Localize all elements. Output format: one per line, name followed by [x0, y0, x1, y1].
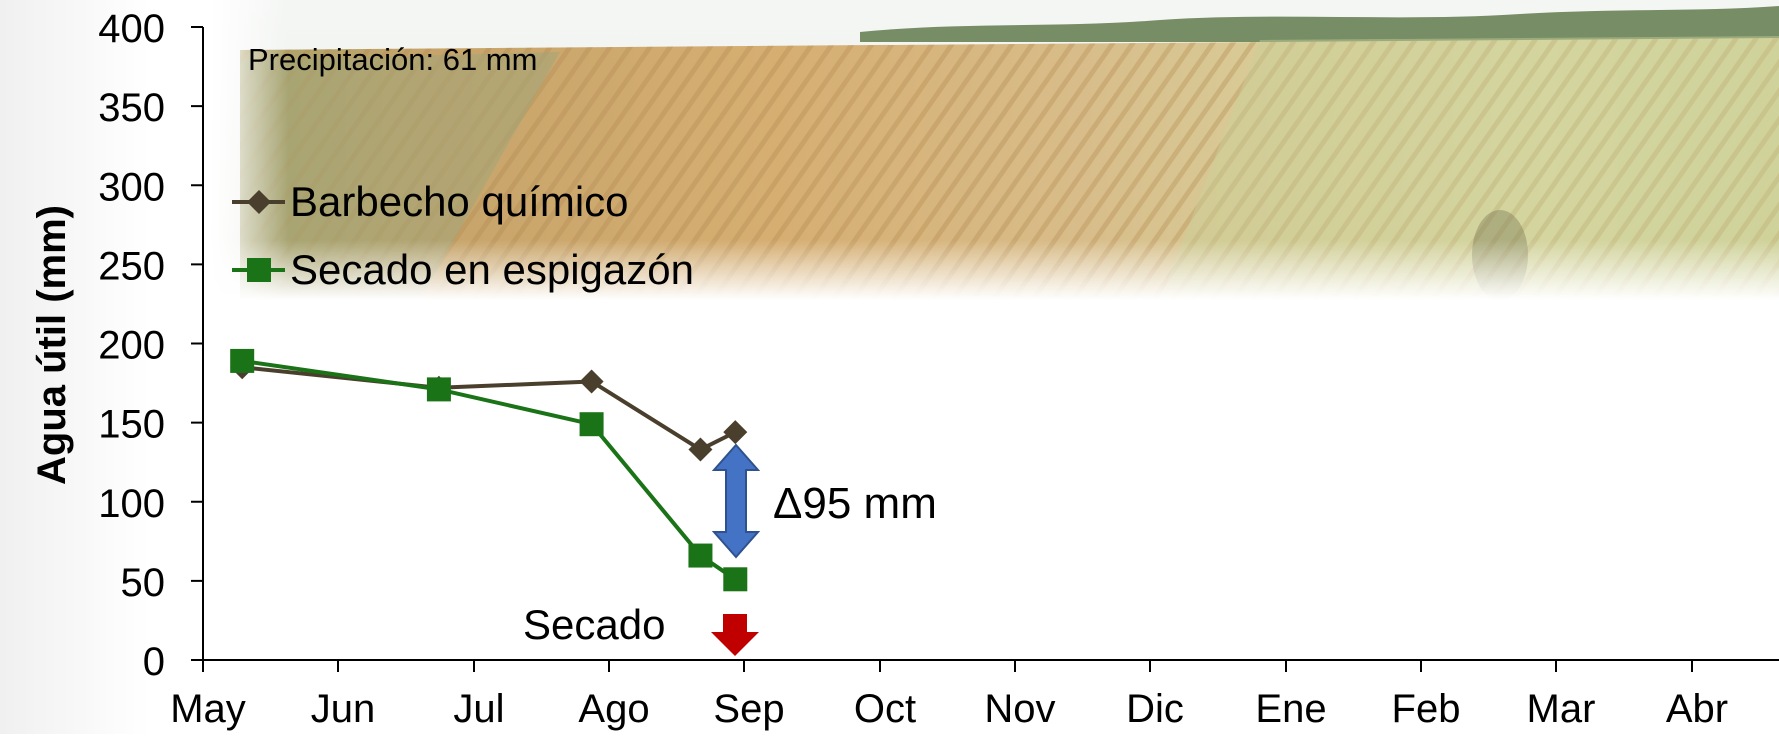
y-tick-label: 50	[121, 561, 166, 605]
y-axis-label: Agua útil (mm)	[30, 205, 74, 485]
left-panel	[0, 0, 150, 734]
precipitation-annotation: Precipitación: 61 mm	[248, 42, 537, 77]
series-line-barbecho	[241, 365, 737, 452]
x-tick-label: Jul	[453, 687, 504, 731]
delta-double-arrow	[711, 443, 761, 559]
x-tick-label: Nov	[984, 687, 1055, 731]
x-tick-label: Ago	[578, 687, 649, 731]
x-tick-label: Oct	[854, 687, 916, 731]
field-photo	[210, 0, 1779, 300]
y-tick-label: 300	[98, 165, 165, 209]
x-tick-label: Feb	[1392, 687, 1461, 731]
legend-diamond-marker	[247, 190, 271, 214]
x-tick-label: Dic	[1126, 687, 1184, 731]
legend: Barbecho químico Secado en espigazón	[232, 178, 694, 293]
series-line-secado	[241, 358, 737, 581]
data-point-square	[723, 567, 748, 592]
data-point-square	[579, 412, 604, 437]
delta-annotation: Δ95 mm	[773, 479, 937, 528]
series-layer	[230, 348, 748, 592]
data-point-diamond	[723, 420, 748, 445]
legend-item-barbecho: Barbecho químico	[232, 178, 629, 225]
x-tick-group: May Jun Jul Ago Sep Oct Nov Dic Ene Feb Mar Abr	[170, 660, 1728, 731]
x-tick-label: Sep	[713, 687, 784, 731]
data-point-diamond	[688, 437, 713, 462]
x-tick-label: May	[170, 687, 246, 731]
data-point-square	[230, 348, 255, 373]
x-tick-label: Ene	[1255, 687, 1326, 731]
y-tick-label: 150	[98, 403, 165, 447]
legend-square-marker	[247, 258, 271, 282]
x-tick-label: Mar	[1527, 687, 1596, 731]
x-tick-label: Jun	[311, 687, 376, 731]
drying-annotation: Secado	[523, 601, 665, 648]
data-point-diamond	[579, 369, 604, 394]
x-tick-label: Abr	[1666, 687, 1728, 731]
y-tick-label: 0	[143, 640, 165, 684]
legend-label: Secado en espigazón	[290, 246, 694, 293]
data-point-square	[688, 543, 713, 568]
down-arrow-icon	[711, 614, 759, 656]
delta-arrow-icon	[711, 443, 761, 559]
legend-label: Barbecho químico	[290, 178, 629, 225]
y-tick-group: 0 50 100 150 200 250 300 350 400	[98, 7, 203, 684]
y-tick-label: 250	[98, 244, 165, 288]
drying-down-arrow	[711, 614, 759, 656]
y-tick-label: 400	[98, 7, 165, 51]
legend-item-secado: Secado en espigazón	[232, 246, 694, 293]
y-tick-label: 200	[98, 324, 165, 368]
data-point-square	[426, 377, 451, 402]
y-tick-label: 350	[98, 86, 165, 130]
y-tick-label: 100	[98, 482, 165, 526]
